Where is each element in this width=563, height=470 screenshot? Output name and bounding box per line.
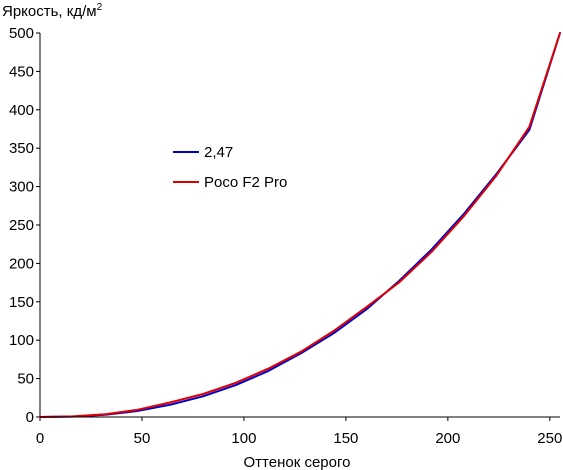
axes-layer [39,33,560,418]
x-tick-label: 0 [36,430,44,447]
legend-label-1: 2,47 [204,144,233,161]
y-tick-label: 150 [9,294,34,311]
series-layer [39,32,561,418]
series-line-2 [39,32,561,418]
y-axis-title: Яркость, кд/м2 [2,2,103,20]
x-tick-label: 200 [435,430,460,447]
y-tick-label: 100 [9,332,34,349]
y-tick-label: 250 [9,217,34,234]
y-tick-label: 0 [26,409,34,426]
y-tick-label: 450 [9,63,34,80]
x-tick-label: 150 [333,430,358,447]
y-tick-label: 400 [9,102,34,119]
x-axis-title: Оттенок серого [244,454,351,470]
legend-label-2: Poco F2 Pro [204,174,287,191]
x-tick-label: 250 [537,430,562,447]
y-tick-label: 200 [9,255,34,272]
x-tick-label: 100 [231,430,256,447]
x-tick-label: 50 [134,430,151,447]
series-line-1 [39,32,561,418]
y-tick-label: 350 [9,140,34,157]
legend: 2,47 Poco F2 Pro [173,144,287,191]
ticks-layer: 0 50 100 150 200 250 300 350 400 450 500 0 50 100 150 2… [9,25,562,447]
y-tick-label: 50 [17,371,34,388]
y-tick-label: 300 [9,179,34,196]
y-tick-label: 500 [9,25,34,42]
